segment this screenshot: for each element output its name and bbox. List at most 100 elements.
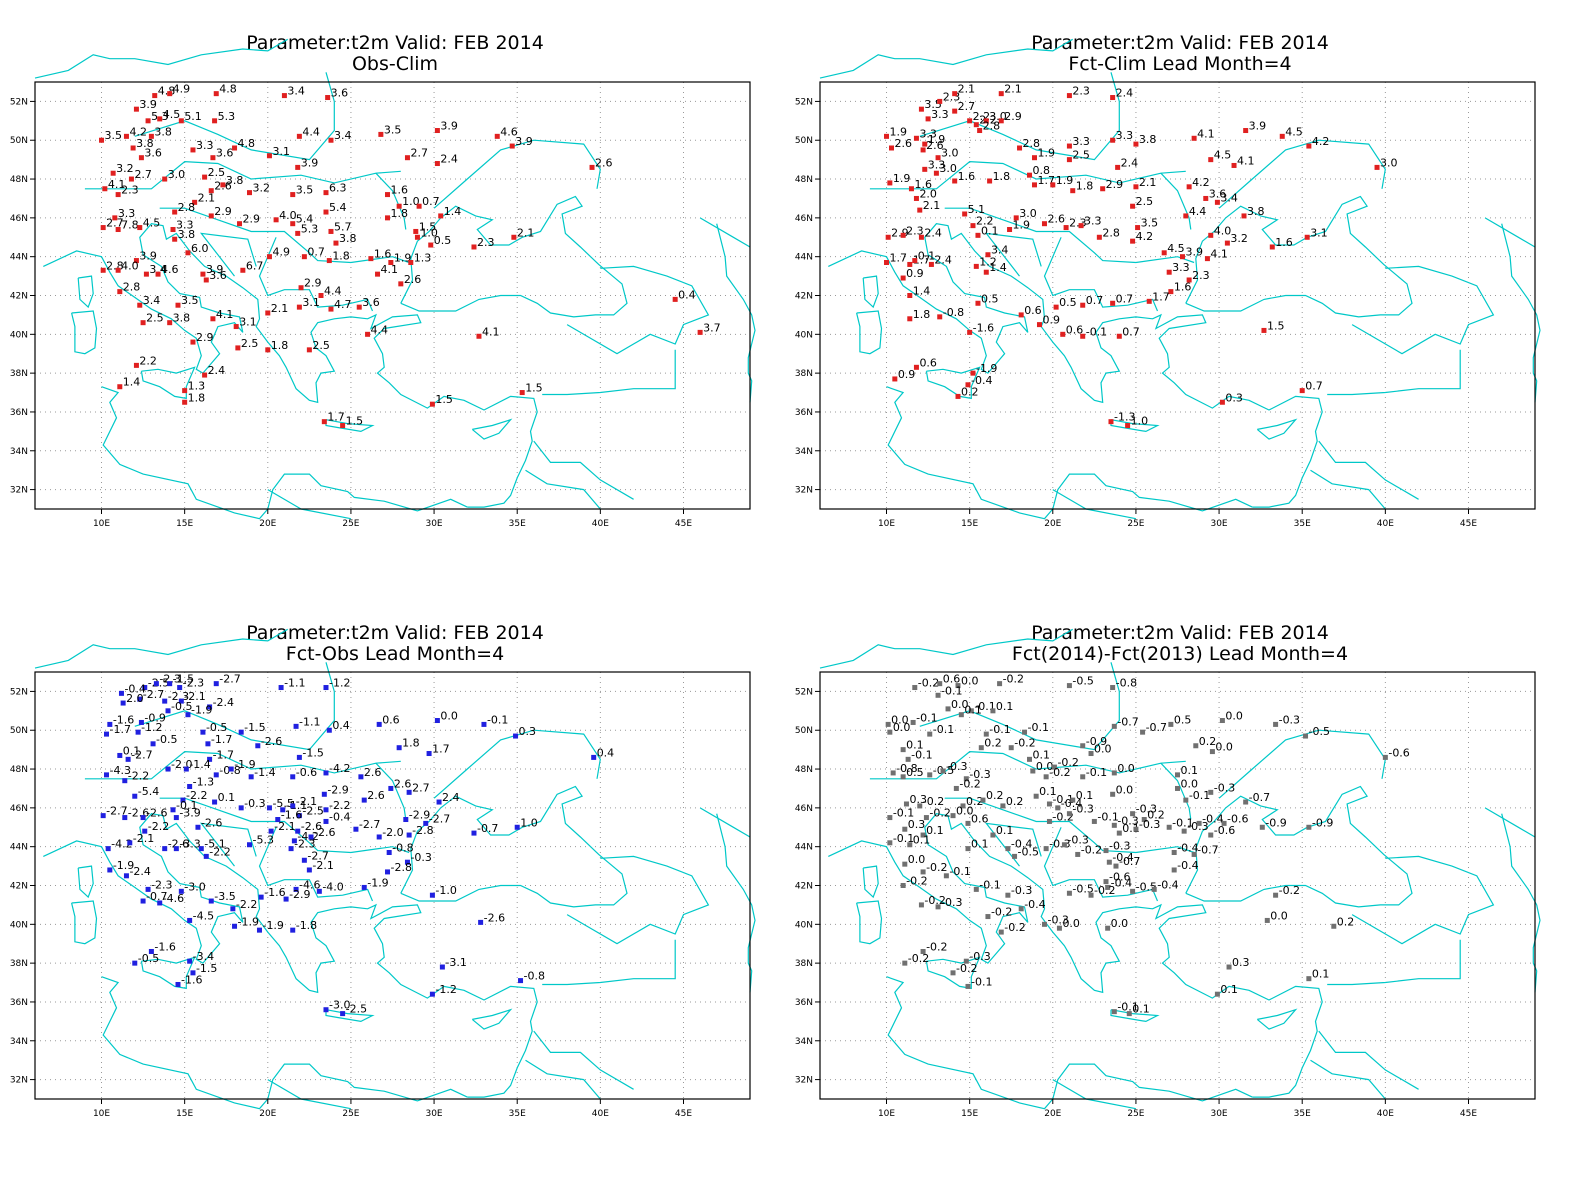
- station-marker: [1080, 333, 1086, 339]
- coastline: [471, 1008, 513, 1030]
- station-value: 2.6: [394, 777, 412, 790]
- station-value: 0.0: [891, 713, 909, 726]
- station-value: -5.1: [204, 838, 225, 851]
- station-value: -2.3: [294, 838, 315, 851]
- station-marker: [913, 195, 919, 201]
- station-marker: [1063, 225, 1069, 231]
- station-marker: [907, 261, 913, 267]
- station-marker: [1078, 223, 1084, 229]
- station-value: -0.1: [1086, 766, 1107, 779]
- station-marker: [1168, 721, 1174, 727]
- station-value: 5.1: [968, 203, 986, 216]
- station-marker: [178, 698, 184, 704]
- station-value: 3.3: [196, 139, 214, 152]
- station-value: 4.2: [1136, 230, 1154, 243]
- coastline: [944, 797, 1195, 854]
- station-value: 0.0: [1215, 741, 1233, 754]
- x-tick-label: 40E: [592, 519, 609, 529]
- station-value: 1.6: [1174, 281, 1192, 294]
- station-marker: [428, 242, 434, 248]
- panel-subtitle: Fct-Clim Lead Month=4: [1068, 53, 1292, 75]
- station-value: 2.6: [367, 789, 385, 802]
- station-marker: [1374, 164, 1380, 170]
- station-value: 3.5: [296, 184, 314, 197]
- station-value: -2.1: [274, 820, 295, 833]
- station-marker: [396, 745, 402, 751]
- station-marker: [1306, 824, 1312, 830]
- station-value: -0.2: [1057, 756, 1078, 769]
- station-marker: [323, 807, 329, 813]
- station-marker: [328, 306, 334, 312]
- station-marker: [385, 192, 391, 198]
- station-value: 1.9: [394, 252, 412, 265]
- coastline: [1185, 195, 1413, 318]
- station-value: -0.5: [1309, 725, 1330, 738]
- station-marker: [1108, 419, 1114, 425]
- station-value: 2.6: [214, 180, 232, 193]
- station-value: -2.6: [314, 826, 335, 839]
- station-marker: [207, 704, 213, 710]
- station-marker: [1070, 797, 1076, 803]
- station-marker: [902, 960, 908, 966]
- station-marker: [162, 698, 168, 704]
- station-marker: [102, 186, 108, 192]
- station-marker: [213, 91, 219, 97]
- station-marker: [306, 867, 312, 873]
- station-value: 2.9: [243, 213, 261, 226]
- station-marker: [990, 832, 996, 838]
- station-value: -0.3: [1117, 814, 1138, 827]
- station-value: -1.9: [191, 704, 212, 717]
- station-marker: [115, 267, 121, 273]
- station-marker: [413, 228, 419, 234]
- station-marker: [385, 215, 391, 221]
- y-tick-label: 42N: [795, 882, 813, 892]
- station-marker: [135, 729, 141, 735]
- coastline: [101, 976, 468, 1110]
- station-marker: [202, 372, 208, 378]
- station-marker: [180, 797, 186, 803]
- station-marker: [296, 813, 302, 819]
- station-value: -0.2: [1049, 766, 1070, 779]
- station-value: 0.0: [961, 675, 979, 688]
- station-marker: [958, 712, 964, 718]
- y-tick-label: 38N: [10, 959, 28, 969]
- station-value: -3.1: [445, 956, 466, 969]
- station-value: 3.6: [216, 147, 234, 160]
- station-value: -0.3: [1279, 713, 1300, 726]
- station-value: 2.5: [1136, 195, 1154, 208]
- station-marker: [970, 370, 976, 376]
- station-value: 0.1: [918, 250, 936, 263]
- station-value: -4.6: [299, 878, 320, 891]
- station-marker: [120, 700, 126, 706]
- station-value: -1.6: [264, 886, 285, 899]
- station-value: 5.3: [151, 110, 169, 123]
- station-marker: [1036, 322, 1042, 328]
- coastline: [984, 822, 1042, 867]
- coastlines: [819, 38, 1541, 520]
- coastline: [325, 1009, 375, 1023]
- coastline: [84, 160, 401, 190]
- station-value: -0.4: [1157, 878, 1178, 891]
- station-marker: [1241, 213, 1247, 219]
- station-value: 0.7: [422, 195, 440, 208]
- coastline: [1110, 419, 1160, 433]
- station-marker: [1214, 991, 1220, 997]
- station-value: -2.2: [209, 845, 230, 858]
- station-marker: [290, 803, 296, 809]
- station-marker: [115, 192, 121, 198]
- station-value: 0.7: [1122, 325, 1140, 338]
- station-value: 3.9: [206, 263, 224, 276]
- station-marker: [913, 135, 919, 141]
- station-value: 2.3: [1072, 85, 1090, 98]
- station-value: 2.9: [1004, 110, 1022, 123]
- station-value: -0.2: [1279, 884, 1300, 897]
- coastline: [542, 939, 676, 986]
- station-value: -1.3: [1114, 411, 1135, 424]
- station-marker: [438, 213, 444, 219]
- station-marker: [195, 824, 201, 830]
- station-marker: [952, 108, 958, 114]
- station-value: -2.7: [219, 673, 240, 686]
- station-value: 1.8: [402, 737, 420, 750]
- station-value: 3.9: [301, 156, 319, 169]
- station-value: -0.8: [1116, 677, 1137, 690]
